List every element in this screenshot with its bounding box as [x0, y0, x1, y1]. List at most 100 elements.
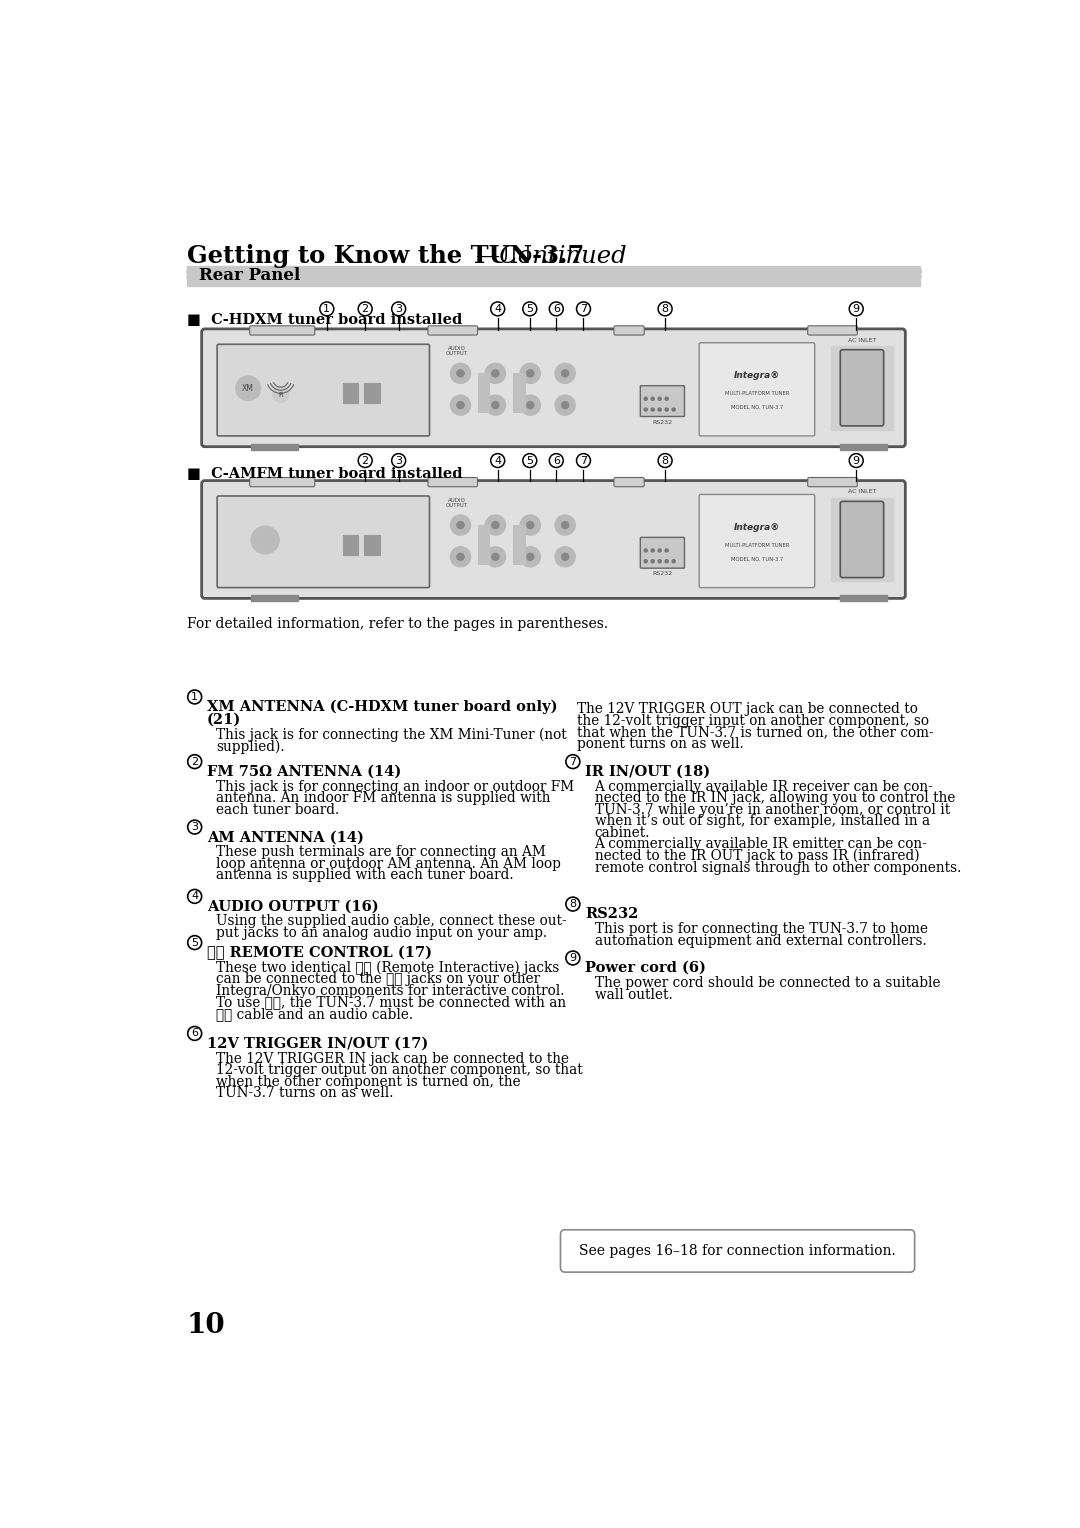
Circle shape — [555, 396, 576, 416]
Circle shape — [526, 521, 535, 529]
Text: This jack is for connecting an indoor or outdoor FM: This jack is for connecting an indoor or… — [216, 779, 575, 793]
Circle shape — [562, 553, 569, 561]
Text: 9: 9 — [852, 455, 860, 466]
Bar — [364, 535, 380, 555]
Text: RS232: RS232 — [585, 908, 638, 921]
Text: 7: 7 — [569, 756, 577, 767]
Circle shape — [555, 364, 576, 384]
Circle shape — [491, 402, 499, 410]
Bar — [477, 526, 489, 564]
FancyBboxPatch shape — [428, 325, 477, 335]
Text: TUN-3.7 turns on as well.: TUN-3.7 turns on as well. — [216, 1086, 394, 1100]
Text: remote control signals through to other components.: remote control signals through to other … — [595, 860, 961, 874]
Text: that when the TUN-3.7 is turned on, the other com-: that when the TUN-3.7 is turned on, the … — [577, 726, 933, 740]
Text: when it’s out of sight, for example, installed in a: when it’s out of sight, for example, ins… — [595, 814, 930, 828]
Text: The 12V TRIGGER OUT jack can be connected to: The 12V TRIGGER OUT jack can be connecte… — [577, 703, 918, 717]
Circle shape — [457, 370, 464, 377]
Text: 6: 6 — [553, 304, 559, 313]
FancyBboxPatch shape — [613, 477, 644, 487]
Text: Integra/Onkyo components for interactive control.: Integra/Onkyo components for interactive… — [216, 984, 565, 998]
Text: 3: 3 — [191, 822, 198, 833]
Circle shape — [521, 396, 540, 416]
Circle shape — [485, 396, 505, 416]
Text: nected to the IR IN jack, allowing you to control the: nected to the IR IN jack, allowing you t… — [595, 792, 955, 805]
FancyBboxPatch shape — [217, 344, 430, 435]
Text: MODEL NO. TUN-3.7: MODEL NO. TUN-3.7 — [731, 405, 783, 410]
Text: can be connected to the ⓁⓈ jacks on your other: can be connected to the ⓁⓈ jacks on your… — [216, 972, 540, 986]
Circle shape — [526, 553, 535, 561]
Text: MODEL NO. TUN-3.7: MODEL NO. TUN-3.7 — [731, 556, 783, 562]
Circle shape — [450, 364, 471, 384]
Text: MULTI-PLATFORM TUNER: MULTI-PLATFORM TUNER — [725, 542, 789, 549]
Text: The power cord should be connected to a suitable: The power cord should be connected to a … — [595, 976, 940, 990]
Text: ponent turns on as well.: ponent turns on as well. — [577, 736, 743, 750]
Bar — [342, 535, 359, 555]
Text: 4: 4 — [495, 304, 501, 313]
Circle shape — [457, 402, 464, 410]
Text: Power cord (6): Power cord (6) — [585, 961, 706, 975]
Text: Using the supplied audio cable, connect these out-: Using the supplied audio cable, connect … — [216, 914, 567, 929]
Text: XM: XM — [242, 384, 254, 393]
Text: RS232: RS232 — [652, 420, 673, 425]
Circle shape — [450, 547, 471, 567]
Text: nected to the IR OUT jack to pass IR (infrared): nected to the IR OUT jack to pass IR (in… — [595, 850, 919, 863]
Text: ■  C-HDXM tuner board installed: ■ C-HDXM tuner board installed — [187, 313, 462, 327]
Bar — [364, 384, 380, 403]
FancyBboxPatch shape — [699, 495, 814, 588]
Bar — [187, 266, 920, 286]
Text: when the other component is turned on, the: when the other component is turned on, t… — [216, 1074, 521, 1088]
Text: AC INLET: AC INLET — [848, 489, 876, 495]
Text: 5: 5 — [191, 938, 198, 947]
Text: RS232: RS232 — [652, 571, 673, 576]
Text: XM ANTENNA (C-HDXM tuner board only): XM ANTENNA (C-HDXM tuner board only) — [207, 700, 557, 715]
Circle shape — [665, 408, 669, 411]
FancyBboxPatch shape — [840, 501, 883, 578]
Circle shape — [644, 559, 647, 562]
Text: ■  C-AMFM tuner board installed: ■ C-AMFM tuner board installed — [187, 466, 462, 481]
FancyBboxPatch shape — [613, 325, 644, 335]
Circle shape — [555, 515, 576, 535]
Circle shape — [235, 376, 260, 400]
FancyBboxPatch shape — [202, 481, 905, 599]
Circle shape — [521, 364, 540, 384]
Text: Rear Panel: Rear Panel — [199, 267, 300, 284]
Bar — [187, 269, 920, 272]
Circle shape — [644, 549, 647, 552]
Circle shape — [457, 553, 464, 561]
Text: A commercially available IR receiver can be con-: A commercially available IR receiver can… — [595, 779, 933, 793]
Text: AUDIO
OUTPUT: AUDIO OUTPUT — [446, 498, 468, 507]
Text: 12V TRIGGER IN/OUT (17): 12V TRIGGER IN/OUT (17) — [207, 1036, 429, 1051]
Text: the 12-volt trigger input on another component, so: the 12-volt trigger input on another com… — [577, 714, 929, 727]
FancyBboxPatch shape — [808, 477, 858, 487]
Text: TUN-3.7 while you’re in another room, or control it: TUN-3.7 while you’re in another room, or… — [595, 802, 949, 817]
Text: 2: 2 — [362, 304, 368, 313]
FancyBboxPatch shape — [428, 477, 477, 487]
Circle shape — [644, 408, 647, 411]
Text: This jack is for connecting the XM Mini-Tuner (not: This jack is for connecting the XM Mini-… — [216, 727, 567, 743]
Circle shape — [562, 370, 569, 377]
Text: 7: 7 — [580, 304, 588, 313]
Circle shape — [450, 515, 471, 535]
Text: This port is for connecting the TUN-3.7 to home: This port is for connecting the TUN-3.7 … — [595, 923, 928, 937]
Circle shape — [485, 515, 505, 535]
Text: (21): (21) — [207, 712, 241, 727]
Text: 2: 2 — [362, 455, 368, 466]
Text: supplied).: supplied). — [216, 740, 285, 753]
Circle shape — [651, 408, 654, 411]
Circle shape — [521, 515, 540, 535]
Text: These push terminals are for connecting an AM: These push terminals are for connecting … — [216, 845, 546, 859]
Text: Integra®: Integra® — [733, 523, 780, 532]
Circle shape — [665, 559, 669, 562]
Circle shape — [521, 547, 540, 567]
Text: ⓁⓈ cable and an audio cable.: ⓁⓈ cable and an audio cable. — [216, 1007, 414, 1021]
Bar — [477, 373, 489, 413]
Text: 6: 6 — [553, 455, 559, 466]
Text: 2: 2 — [191, 756, 199, 767]
Circle shape — [658, 549, 661, 552]
FancyBboxPatch shape — [249, 477, 314, 487]
FancyBboxPatch shape — [808, 325, 858, 335]
Text: wall outlet.: wall outlet. — [595, 987, 673, 1002]
Circle shape — [651, 549, 654, 552]
Text: 8: 8 — [662, 455, 669, 466]
Circle shape — [526, 402, 535, 410]
